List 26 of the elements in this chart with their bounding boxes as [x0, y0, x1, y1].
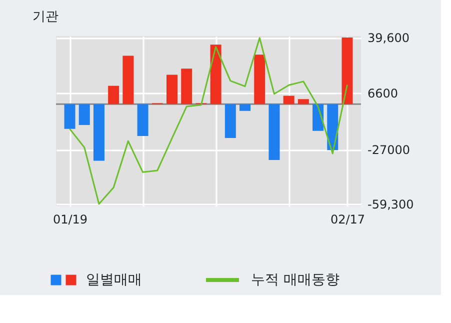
bar — [93, 104, 104, 161]
bar — [298, 99, 309, 104]
bar — [342, 38, 353, 104]
legend-label: 일별매매 — [86, 272, 142, 288]
bar — [210, 44, 222, 104]
bar — [283, 96, 294, 104]
bar — [268, 104, 280, 160]
y-tick-label: -59,300 — [368, 197, 414, 212]
bar — [254, 54, 266, 104]
bar — [108, 86, 120, 104]
bar — [224, 104, 236, 138]
chart-title: 기관 — [32, 10, 58, 25]
y-tick-label: -27000 — [368, 143, 410, 158]
bar — [181, 68, 192, 104]
x-tick-label: 01/19 — [52, 212, 88, 226]
bar — [240, 104, 251, 111]
bar — [64, 104, 76, 129]
legend-label: 누적 매매동향 — [251, 272, 340, 288]
bar — [78, 104, 90, 126]
y-tick-label: 39,600 — [368, 31, 410, 46]
y-tick-label: 6600 — [368, 86, 398, 101]
x-tick-label: 02/17 — [330, 212, 366, 226]
bar — [166, 74, 178, 104]
line-series — [69, 37, 348, 205]
bar — [137, 104, 148, 136]
bar — [122, 56, 134, 104]
